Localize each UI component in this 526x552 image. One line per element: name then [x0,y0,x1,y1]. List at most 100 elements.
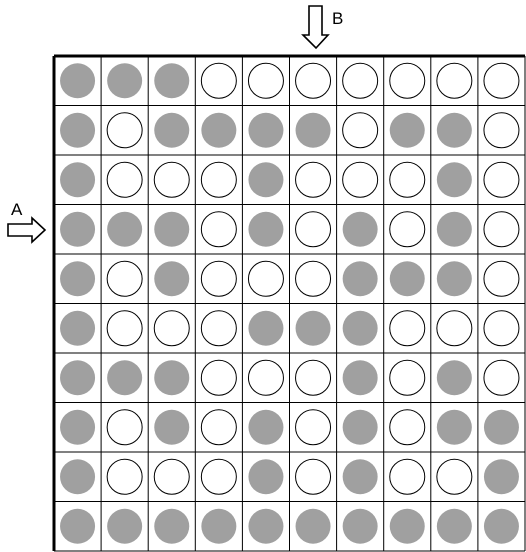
filled-circle [436,162,472,198]
filled-circle [389,508,425,544]
filled-circle [60,360,96,396]
filled-circle [248,409,284,445]
empty-circle [200,409,237,446]
empty-circle [483,62,520,99]
empty-circle [106,112,143,149]
empty-circle [295,62,332,99]
empty-circle [389,161,426,198]
empty-circle [200,62,237,99]
filled-circle [248,162,284,198]
filled-circle [154,63,190,99]
empty-circle [247,260,284,297]
filled-circle [483,409,519,445]
empty-circle [295,359,332,396]
filled-circle [60,162,96,198]
filled-circle [107,360,143,396]
filled-circle [60,261,96,297]
filled-circle [436,112,472,148]
filled-circle [389,261,425,297]
empty-circle [295,409,332,446]
filled-circle [60,310,96,346]
empty-circle [153,458,190,495]
empty-circle [247,359,284,396]
filled-circle [436,261,472,297]
filled-circle [60,112,96,148]
filled-circle [60,508,96,544]
empty-circle [483,112,520,149]
empty-circle [342,112,379,149]
empty-circle [200,211,237,248]
empty-circle [153,310,190,347]
filled-circle [248,112,284,148]
empty-circle [106,458,143,495]
filled-circle [436,508,472,544]
empty-circle [436,62,473,99]
label-a: A [11,200,23,219]
filled-circle [60,459,96,495]
empty-circle [247,62,284,99]
filled-circle [60,63,96,99]
filled-circle [201,508,237,544]
empty-circle [389,359,426,396]
filled-circle [389,112,425,148]
empty-circle [483,359,520,396]
filled-circle [342,310,378,346]
empty-circle [389,458,426,495]
empty-circle [106,161,143,198]
filled-circle [248,508,284,544]
empty-circle [295,161,332,198]
empty-circle [436,310,473,347]
empty-circle [106,310,143,347]
empty-circle [200,458,237,495]
filled-circle [295,310,331,346]
filled-circle [154,508,190,544]
filled-circle [107,508,143,544]
empty-circle [106,260,143,297]
filled-circle [154,360,190,396]
filled-circle [154,211,190,247]
filled-circle [342,211,378,247]
label-b: B [332,9,343,28]
empty-circle [153,161,190,198]
filled-circle [483,508,519,544]
filled-circle [60,409,96,445]
empty-circle [200,310,237,347]
filled-circle [154,261,190,297]
empty-circle [436,458,473,495]
empty-circle [295,458,332,495]
filled-circle [436,360,472,396]
empty-circle [389,62,426,99]
filled-circle [107,63,143,99]
filled-circle [154,409,190,445]
empty-circle [106,409,143,446]
empty-circle [200,359,237,396]
empty-circle [342,161,379,198]
filled-circle [154,112,190,148]
filled-circle [342,459,378,495]
arrow-b [301,5,330,50]
filled-circle [342,508,378,544]
empty-circle [200,260,237,297]
empty-circle [389,409,426,446]
empty-circle [483,260,520,297]
filled-circle [60,211,96,247]
filled-circle [342,409,378,445]
empty-circle [389,211,426,248]
arrow-a [7,216,47,244]
filled-circle [342,261,378,297]
filled-circle [201,112,237,148]
filled-circle [248,211,284,247]
empty-circle [342,62,379,99]
empty-circle [295,211,332,248]
empty-circle [483,161,520,198]
empty-circle [389,310,426,347]
filled-circle [436,211,472,247]
empty-circle [483,211,520,248]
filled-circle [248,310,284,346]
filled-circle [436,409,472,445]
grid [52,54,526,552]
filled-circle [248,459,284,495]
filled-circle [295,508,331,544]
empty-circle [483,310,520,347]
